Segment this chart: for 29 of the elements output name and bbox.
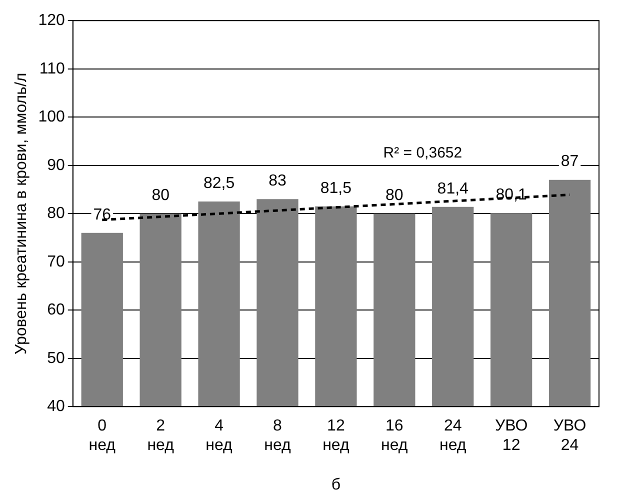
annotation: R² = 0,3652 <box>383 144 462 162</box>
y-tick-label: 100 <box>38 108 65 126</box>
data-label: 81,4 <box>437 180 469 198</box>
y-axis-title: Уровень креатинина в крови, ммоль/л <box>13 72 30 354</box>
x-tick-label: 16 нед <box>381 418 408 454</box>
data-label: 80 <box>152 187 170 204</box>
data-label: 81,5 <box>320 180 352 197</box>
y-tick-label: 110 <box>39 60 65 78</box>
x-tick-label: 8 нед <box>264 418 292 454</box>
text: б <box>331 476 341 494</box>
y-tick-label: 40 <box>47 398 65 416</box>
x-tick-label: 4 нед <box>206 418 234 454</box>
data-label: 87 <box>560 153 579 170</box>
x-tick-label: 24 нед <box>440 418 467 454</box>
y-tick-label: 60 <box>47 302 65 319</box>
data-label: 80 <box>386 187 404 204</box>
x-tick-label: 12 нед <box>322 418 350 454</box>
y-tick-label: 120 <box>38 12 65 30</box>
x-tick-label: 0 нед <box>88 418 116 454</box>
data-label: 76 <box>93 206 112 224</box>
x-tick-label: УВО 12 <box>494 418 528 454</box>
data-label: 83 <box>268 172 286 190</box>
data-label: 82,5 <box>203 174 235 192</box>
y-tick-label: 90 <box>47 156 65 174</box>
y-tick-label: 50 <box>47 350 65 367</box>
x-tick-label: 2 нед <box>147 418 175 454</box>
x-tick-label: УВО 24 <box>553 418 586 454</box>
y-tick-label: 80 <box>47 205 65 222</box>
y-tick-label: 70 <box>47 253 65 270</box>
